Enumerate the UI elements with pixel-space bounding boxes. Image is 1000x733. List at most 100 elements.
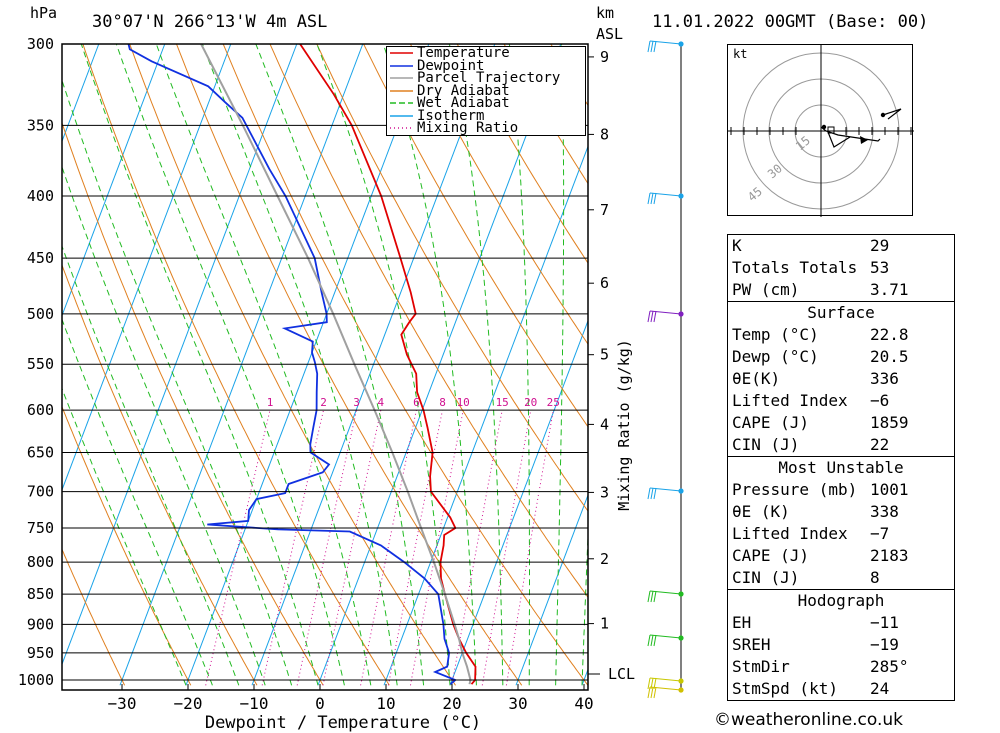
pressure-tick-label: 500 (27, 305, 54, 323)
x-tick-label: −20 (174, 694, 203, 713)
legend-item: Dewpoint (387, 57, 585, 74)
legend-item: Temperature (387, 45, 585, 61)
pressure-tick-label: 650 (27, 443, 54, 461)
hodograph-trace (820, 126, 881, 142)
km-tick-label: 1 (600, 615, 609, 633)
series-temperature (299, 44, 477, 685)
surface-li-value: −6 (870, 391, 890, 410)
wind-barb-flag (650, 310, 654, 323)
mu-li-value: −7 (870, 524, 890, 543)
hodograph-unit-label: kt (733, 47, 747, 61)
wind-barb-shaft (649, 634, 682, 639)
wind-barb-flag (647, 590, 651, 603)
totals-totals-label: Totals Totals (732, 258, 858, 277)
mixing-ratio-label: 10 (457, 396, 470, 409)
legend-swatch (390, 127, 413, 130)
hodograph-params-title: Hodograph (797, 591, 885, 610)
mixing-ratio-label: 20 (524, 396, 537, 409)
series-parcel-trajectory (200, 44, 472, 685)
mixing-ratio-axis-label: Mixing Ratio (g/kg) (615, 339, 633, 511)
indices-table: K 29 Totals Totals 53 PW (cm) 3.71 Surface … (727, 234, 955, 701)
km-tick-label: 8 (600, 125, 609, 143)
legend-label: Isotherm (417, 107, 485, 124)
hodograph-ring-label-45: 45 (745, 184, 765, 204)
legend-swatch (390, 102, 413, 105)
upper-wind-vector (882, 108, 902, 120)
dry-adiabat-line (456, 44, 588, 264)
mu-theta-value: 338 (870, 502, 899, 521)
legend-label: Dewpoint (417, 57, 485, 74)
isotherm-line (62, 44, 166, 317)
surface-temp-value: 22.8 (870, 325, 909, 344)
wet-adiabat-line (62, 78, 293, 686)
most-unstable-section: Most Unstable Pressure (mb) 1001 θE (K) 33… (728, 456, 954, 589)
wind-barb-shaft (649, 686, 682, 691)
most-unstable-title: Most Unstable (778, 458, 904, 477)
x-tick-label: 20 (442, 694, 461, 713)
wind-barb-flag (653, 192, 657, 205)
dry-adiabat-line (316, 44, 588, 512)
dry-adiabat-line (222, 44, 588, 686)
wind-barb-flag (647, 310, 651, 323)
wind-barb-shaft (649, 40, 682, 45)
km-tick-label: 2 (600, 550, 609, 568)
hodograph-trace-upper (827, 131, 851, 148)
pressure-tick-label: 600 (27, 401, 54, 419)
wind-barb-flag (647, 487, 651, 500)
wind-barb-flag (653, 487, 657, 500)
x-tick-label: 10 (376, 694, 395, 713)
wet-adiabat-line (448, 44, 504, 686)
mixing-ratio-line (481, 410, 532, 686)
legend-label: Temperature (417, 45, 510, 61)
dry-adiabat-line (62, 548, 126, 686)
stmdir-value: 285° (870, 657, 909, 676)
wet-adiabat-line (201, 44, 398, 686)
wet-adiabat-line (316, 44, 451, 686)
x-tick-label: 40 (574, 694, 593, 713)
mixing-ratio-label: 25 (547, 396, 560, 409)
x-tick-label: 30 (508, 694, 527, 713)
dry-adiabat-line (62, 405, 192, 686)
hodograph-plot: kt 15 30 45 (728, 45, 914, 217)
dry-adiabat-line (269, 44, 588, 599)
surface-theta-label: θE(K) (732, 369, 781, 388)
dry-adiabat-line (62, 121, 324, 686)
surface-dewp-value: 20.5 (870, 347, 909, 366)
wind-barb-flag (650, 40, 654, 53)
km-tick-label: 3 (600, 483, 609, 501)
mixing-ratio-line (205, 410, 271, 686)
legend-swatch (390, 52, 413, 55)
footer-copyright[interactable]: ©weatheronline.co.uk (714, 710, 904, 730)
lcl-label: LCL (608, 665, 635, 683)
stmspd-value: 24 (870, 679, 890, 698)
wet-adiabat-line (62, 387, 187, 686)
wet-adiabat-line (115, 44, 345, 686)
km-tick-label: 6 (600, 274, 609, 292)
pressure-tick-label: 300 (27, 35, 54, 53)
pw-value: 3.71 (870, 280, 909, 299)
datetime-label: 11.01.2022 00GMT (Base: 00) (652, 12, 929, 32)
wind-barb-flag (647, 634, 651, 647)
mu-pressure-value: 1001 (870, 480, 909, 499)
dry-adiabat-line (409, 44, 588, 346)
km-label: km (596, 4, 615, 22)
hodograph-params-section: Hodograph EH −11 SREH −19 StmDir 285° StmSp… (728, 589, 954, 700)
wet-adiabat-line (62, 244, 240, 686)
mixing-ratio-label: 2 (320, 396, 327, 409)
surface-cape-value: 1859 (870, 413, 909, 432)
legend-label: Wet Adiabat (417, 95, 510, 111)
pressure-tick-label: 1000 (18, 671, 54, 689)
dry-adiabat-line (82, 44, 390, 686)
x-tick-label: 0 (315, 694, 325, 713)
dry-adiabat-line (62, 263, 258, 686)
legend-label: Mixing Ratio (417, 120, 519, 136)
sreh-value: −19 (870, 635, 899, 654)
stmdir-label: StmDir (732, 657, 790, 676)
isotherm-line (515, 493, 588, 686)
wind-barb-flag (647, 192, 651, 205)
k-index-value: 29 (870, 236, 890, 255)
dry-adiabat-line (972, 44, 1000, 685)
wet-adiabat-line (62, 318, 213, 686)
x-tick-label: −10 (240, 694, 269, 713)
surface-cin-value: 22 (870, 435, 890, 454)
